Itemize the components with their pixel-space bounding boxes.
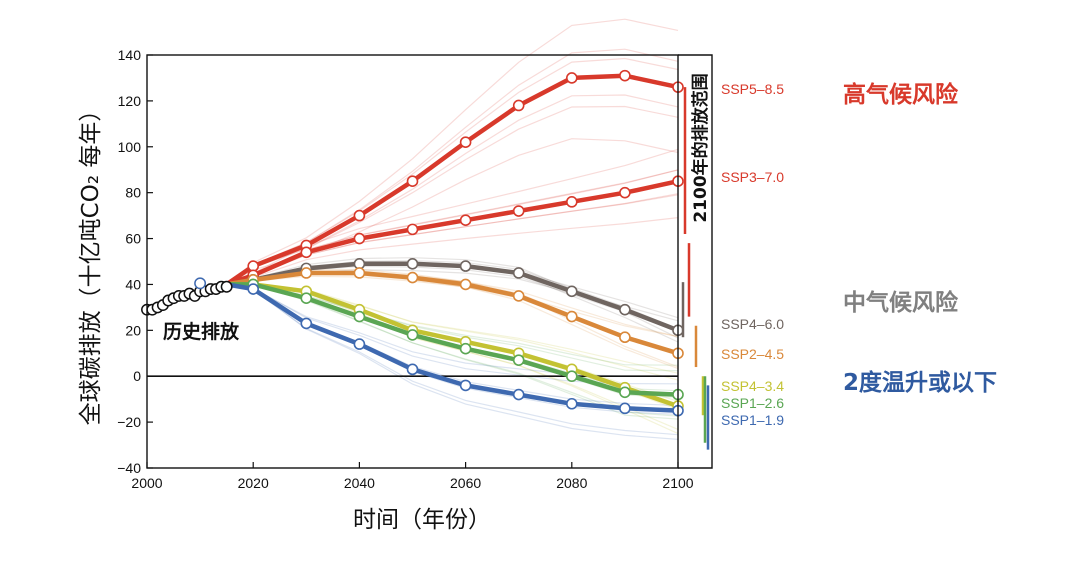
series-point-ssp1-2-6: [406, 329, 419, 341]
series-point-ssp1-2-6: [459, 342, 472, 355]
axis-ticks: 2000 2020 2040 2060 2080 2100−40−200204060801…: [117, 47, 694, 491]
ssp-label-ssp2-4-5: SSP2–4.5: [721, 346, 784, 362]
series-point-ssp1-1-9: [406, 363, 419, 376]
ssp-labels: SSP5–8.5 SSP3–7.0 SSP4–6.0 SSP2–4.5 SSP4–3.4…: [721, 81, 784, 428]
series-point-ssp3-7-0: [565, 196, 578, 208]
series-point-ssp4-6-0: [406, 257, 419, 270]
series-point-ssp1-1-9: [459, 379, 472, 392]
series-point-ssp5-8-5: [512, 99, 525, 112]
series-point-ssp2-4-5: [406, 271, 419, 284]
bg-line: [226, 217, 679, 285]
series-point-ssp1-1-9: [353, 338, 366, 350]
series-line-ssp4-6-0: [224, 261, 681, 333]
range-bracket: [678, 54, 713, 469]
ssp-label-ssp4-3-4: SSP4–3.4: [721, 378, 784, 394]
series-point-ssp1-1-9: [300, 317, 313, 330]
series-point-ssp1-1-9: [565, 397, 578, 410]
series-point-ssp2-4-5: [565, 310, 578, 323]
x-tick-label: 2000: [131, 475, 162, 491]
series-point-ssp2-4-5: [300, 267, 313, 279]
historical-point: [220, 280, 233, 293]
range-bars-2100: [681, 87, 710, 450]
x-tick-label: 2080: [556, 475, 587, 491]
series-line-ssp5-8-5: [224, 73, 681, 287]
series-point-ssp2-4-5: [512, 290, 525, 302]
risk-label: 高气候风险: [843, 81, 959, 108]
series-line-ssp3-7-0: [224, 178, 681, 287]
bg-line: [226, 275, 679, 338]
series-line-ssp4-3-4: [224, 282, 681, 409]
series-point-ssp4-6-0: [512, 267, 525, 279]
y-tick-label: 40: [125, 276, 141, 292]
x-axis-label: 时间（年份）: [353, 507, 491, 533]
plot-border: [146, 54, 679, 469]
historical-emissions: [141, 277, 233, 316]
bg-line: [226, 283, 679, 436]
series-point-ssp2-4-5: [459, 278, 472, 291]
y-tick-label: −20: [117, 414, 141, 430]
bg-line: [226, 148, 679, 285]
historical-label: 历史排放: [163, 320, 240, 343]
ssp-label-ssp4-6-0: SSP4–6.0: [721, 316, 784, 332]
y-tick-label: 100: [118, 139, 142, 155]
series-point-ssp4-6-0: [459, 260, 472, 272]
series-point-ssp3-7-0: [459, 214, 472, 226]
series-point-ssp1-1-9: [512, 388, 525, 401]
y-tick-label: 80: [125, 185, 141, 201]
risk-label: 中气候风险: [843, 289, 959, 316]
series-point-ssp4-6-0: [565, 285, 578, 298]
ssp-label-ssp3-7-0: SSP3–7.0: [721, 169, 784, 185]
series-line-ssp1-2-6: [224, 282, 681, 397]
y-tick-label: −40: [117, 460, 141, 476]
x-tick-label: 2020: [238, 475, 269, 491]
bg-line: [226, 18, 679, 285]
series-point-ssp1-1-9: [247, 283, 259, 295]
risk-label: 2度温升或以下: [843, 369, 997, 396]
x-tick-label: 2040: [344, 475, 375, 491]
plot-frame: [146, 54, 713, 469]
y-tick-label: 0: [133, 368, 141, 384]
series-point-ssp2-4-5: [619, 331, 631, 344]
series-point-ssp3-7-0: [300, 246, 313, 259]
series-line-ssp2-4-5: [224, 270, 681, 356]
historical-marker: [194, 277, 207, 290]
y-tick-label: 140: [118, 47, 142, 63]
range-bracket-label: 2100年的排放范围: [690, 73, 711, 222]
ssp-label-ssp5-8-5: SSP5–8.5: [721, 81, 784, 97]
series-point-ssp4-6-0: [619, 303, 631, 316]
series-point-ssp1-2-6: [300, 292, 313, 305]
ssp-label-ssp1-1-9: SSP1–1.9: [721, 412, 784, 428]
bg-line: [226, 283, 679, 377]
y-tick-label: 120: [118, 93, 142, 109]
x-tick-label: 2100: [662, 475, 693, 491]
series-point-ssp1-2-6: [565, 370, 578, 383]
series-point-ssp5-8-5: [619, 69, 631, 82]
series-lines: [224, 69, 684, 417]
series-point-ssp5-8-5: [459, 136, 472, 148]
series-point-ssp3-7-0: [619, 186, 631, 199]
series-point-ssp1-2-6: [619, 386, 631, 399]
series-point-ssp1-2-6: [512, 354, 525, 366]
series-point-ssp3-7-0: [353, 232, 366, 245]
x-tick-label: 2060: [450, 475, 481, 491]
bg-line: [226, 283, 679, 440]
y-axis-label: 全球碳排放（十亿吨CO₂ 每年）: [78, 99, 104, 426]
series-point-ssp3-7-0: [512, 205, 525, 217]
series-point-ssp5-8-5: [406, 175, 419, 187]
series-point-ssp5-8-5: [565, 72, 578, 84]
y-tick-label: 60: [125, 231, 141, 247]
series-point-ssp1-1-9: [619, 402, 631, 415]
series-point-ssp5-8-5: [353, 209, 366, 222]
ssp-label-ssp1-2-6: SSP1–2.6: [721, 395, 784, 411]
series-point-ssp1-2-6: [353, 310, 366, 323]
series-point-ssp3-7-0: [406, 223, 419, 236]
bg-line: [226, 105, 679, 285]
series-line-ssp1-1-9: [224, 282, 681, 413]
y-tick-label: 20: [125, 322, 141, 338]
series-point-ssp2-4-5: [353, 267, 366, 279]
